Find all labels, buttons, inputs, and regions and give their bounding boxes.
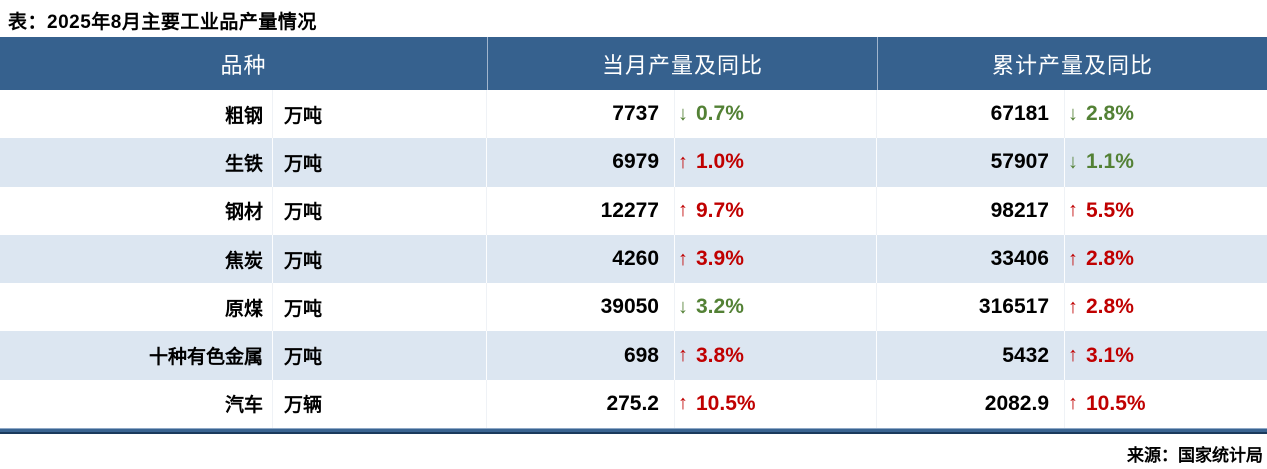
cumulative-value-cell: 67181 [877, 90, 1065, 139]
trend-arrow-icon: ↑ [1068, 247, 1078, 270]
cumulative-change-cell: ↓ 1.1% [1065, 138, 1267, 186]
month-change-cell: ↑ 3.8% [675, 331, 877, 380]
unit-cell: 万吨 [273, 138, 487, 187]
month-value-cell: 4260 [487, 234, 675, 284]
product-name-cell: 生铁 [0, 138, 273, 187]
month-change-percent: 9.7% [696, 198, 744, 222]
unit-cell: 万吨 [273, 234, 487, 284]
trend-arrow-icon: ↑ [678, 344, 688, 367]
trend-arrow-icon: ↑ [1068, 392, 1078, 415]
trend-arrow-icon: ↑ [678, 199, 688, 222]
header-cell-variety: 品种 [220, 53, 267, 79]
cumulative-value-cell: 2082.9 [877, 379, 1065, 429]
cumulative-change-percent: 2.8% [1086, 247, 1134, 271]
product-name-cell: 焦炭 [0, 234, 273, 284]
cumulative-value-cell: 316517 [877, 283, 1065, 332]
cumulative-change-percent: 3.1% [1086, 343, 1134, 367]
table-row: 生铁 万吨 6979 ↑ 1.0% 57907 ↓ 1.1% [0, 138, 1267, 187]
trend-arrow-icon: ↓ [678, 102, 688, 125]
cumulative-change-cell: ↑ 2.8% [1065, 235, 1267, 283]
product-name-cell: 汽车 [0, 379, 273, 429]
month-change-cell: ↑ 1.0% [675, 138, 877, 187]
trend-arrow-icon: ↓ [678, 295, 688, 318]
cumulative-value-cell: 5432 [877, 331, 1065, 380]
month-value-cell: 12277 [487, 186, 675, 235]
cumulative-value-cell: 98217 [877, 186, 1065, 235]
cumulative-change-percent: 1.1% [1086, 150, 1134, 174]
month-change-percent: 0.7% [696, 102, 744, 126]
cumulative-change-percent: 2.8% [1086, 102, 1134, 126]
month-value-cell: 6979 [487, 138, 675, 187]
page-title: 表：2025年8月主要工业品产量情况 [8, 12, 317, 33]
month-value-cell: 275.2 [487, 379, 675, 429]
cumulative-change-cell: ↑ 2.8% [1065, 283, 1267, 331]
month-change-cell: ↑ 9.7% [675, 186, 877, 235]
product-name-cell: 原煤 [0, 283, 273, 332]
output-table: 品种 当月产量及同比 累计产量及同比 粗钢 万吨 7737 ↓ 0.7% 671… [0, 37, 1267, 429]
trend-arrow-icon: ↑ [678, 247, 688, 270]
trend-arrow-icon: ↑ [1068, 344, 1078, 367]
header-cell-month-output: 当月产量及同比 [487, 37, 877, 90]
cumulative-value-cell: 57907 [877, 138, 1065, 187]
header-cell-cumulative-output: 累计产量及同比 [877, 37, 1267, 90]
month-change-percent: 3.8% [696, 343, 744, 367]
trend-arrow-icon: ↑ [1068, 295, 1078, 318]
product-name-cell: 粗钢 [0, 90, 273, 139]
cumulative-change-cell: ↑ 10.5% [1065, 380, 1267, 428]
product-name-cell: 钢材 [0, 186, 273, 235]
unit-cell: 万吨 [273, 186, 487, 235]
month-change-cell: ↑ 10.5% [675, 379, 877, 429]
month-change-cell: ↑ 3.9% [675, 234, 877, 284]
cumulative-change-percent: 5.5% [1086, 198, 1134, 222]
table-row: 汽车 万辆 275.2 ↑ 10.5% 2082.9 ↑ 10.5% [0, 379, 1267, 429]
table-bottom-border [0, 428, 1267, 435]
month-change-percent: 10.5% [696, 391, 756, 415]
cumulative-change-cell: ↑ 3.1% [1065, 331, 1267, 379]
month-change-cell: ↓ 3.2% [675, 283, 877, 332]
month-value-cell: 7737 [487, 90, 675, 139]
trend-arrow-icon: ↑ [678, 150, 688, 173]
trend-arrow-icon: ↑ [1068, 199, 1078, 222]
month-change-percent: 3.9% [696, 247, 744, 271]
month-change-cell: ↓ 0.7% [675, 90, 877, 139]
table-row: 十种有色金属 万吨 698 ↑ 3.8% 5432 ↑ 3.1% [0, 331, 1267, 380]
cumulative-change-percent: 10.5% [1086, 391, 1146, 415]
unit-cell: 万吨 [273, 90, 487, 139]
month-change-percent: 1.0% [696, 150, 744, 174]
source-attribution: 来源：国家统计局 [1127, 446, 1263, 466]
cumulative-change-percent: 2.8% [1086, 295, 1134, 319]
trend-arrow-icon: ↓ [1068, 150, 1078, 173]
unit-cell: 万辆 [273, 379, 487, 429]
unit-cell: 万吨 [273, 283, 487, 332]
trend-arrow-icon: ↓ [1068, 102, 1078, 125]
unit-cell: 万吨 [273, 331, 487, 380]
month-value-cell: 698 [487, 331, 675, 380]
product-name-cell: 十种有色金属 [0, 331, 273, 380]
table-row: 粗钢 万吨 7737 ↓ 0.7% 67181 ↓ 2.8% [0, 90, 1267, 139]
cumulative-change-cell: ↑ 5.5% [1065, 187, 1267, 235]
trend-arrow-icon: ↑ [678, 392, 688, 415]
cumulative-value-cell: 33406 [877, 234, 1065, 284]
table-row: 钢材 万吨 12277 ↑ 9.7% 98217 ↑ 5.5% [0, 186, 1267, 235]
month-change-percent: 3.2% [696, 295, 744, 319]
month-value-cell: 39050 [487, 283, 675, 332]
cumulative-change-cell: ↓ 2.8% [1065, 90, 1267, 138]
table-row: 焦炭 万吨 4260 ↑ 3.9% 33406 ↑ 2.8% [0, 234, 1267, 284]
table-row: 原煤 万吨 39050 ↓ 3.2% 316517 ↑ 2.8% [0, 283, 1267, 332]
table-header-row: 品种 当月产量及同比 累计产量及同比 [0, 37, 1267, 90]
